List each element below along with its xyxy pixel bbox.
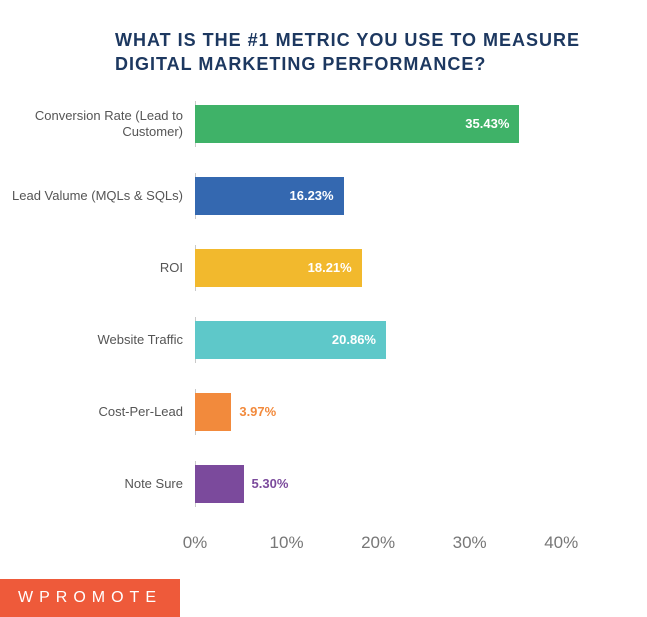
x-tick: 10% (270, 533, 304, 553)
bar: 18.21% (195, 249, 362, 287)
brand-text: WPROMOTE (18, 589, 162, 606)
bar-value-label: 35.43% (465, 116, 519, 131)
chart-container: WHAT IS THE #1 METRIC YOU USE TO MEASURE… (0, 0, 647, 573)
bar-area: 16.23% (195, 173, 607, 219)
chart-row: Cost-Per-Lead3.97% (0, 389, 607, 435)
x-tick: 40% (544, 533, 578, 553)
bar-value-label: 5.30% (252, 476, 289, 491)
bar: 16.23% (195, 177, 344, 215)
bar: 20.86% (195, 321, 386, 359)
bar-area: 3.97% (195, 389, 607, 435)
bar-area: 20.86% (195, 317, 607, 363)
chart-row: Conversion Rate (Lead to Customer) 35.43% (0, 101, 607, 147)
chart-row: Note Sure5.30% (0, 461, 607, 507)
chart-row: Website Traffic 20.86% (0, 317, 607, 363)
chart-title: WHAT IS THE #1 METRIC YOU USE TO MEASURE… (115, 28, 607, 77)
chart-row: Lead Valume (MQLs & SQLs) 16.23% (0, 173, 607, 219)
y-axis-label: ROI (0, 260, 195, 276)
bar: 35.43% (195, 105, 519, 143)
y-axis-label: Lead Valume (MQLs & SQLs) (0, 188, 195, 204)
bar-value-label: 18.21% (308, 260, 362, 275)
x-tick: 0% (183, 533, 208, 553)
bar-value-label: 3.97% (239, 404, 276, 419)
y-axis-label: Note Sure (0, 476, 195, 492)
y-axis-label: Conversion Rate (Lead to Customer) (0, 108, 195, 139)
x-tick: 30% (453, 533, 487, 553)
bar-value-label: 20.86% (332, 332, 386, 347)
y-axis-label: Cost-Per-Lead (0, 404, 195, 420)
bar-area: 18.21% (195, 245, 607, 291)
x-axis: 0%10%20%30%40% (195, 533, 607, 573)
x-tick: 20% (361, 533, 395, 553)
bar-area: 5.30% (195, 461, 607, 507)
chart-plot: Conversion Rate (Lead to Customer) 35.43%… (0, 101, 607, 507)
bar: 5.30% (195, 465, 244, 503)
bar-value-label: 16.23% (290, 188, 344, 203)
brand-badge: WPROMOTE (0, 579, 180, 617)
bar: 3.97% (195, 393, 231, 431)
chart-row: ROI 18.21% (0, 245, 607, 291)
bar-area: 35.43% (195, 101, 607, 147)
y-axis-label: Website Traffic (0, 332, 195, 348)
